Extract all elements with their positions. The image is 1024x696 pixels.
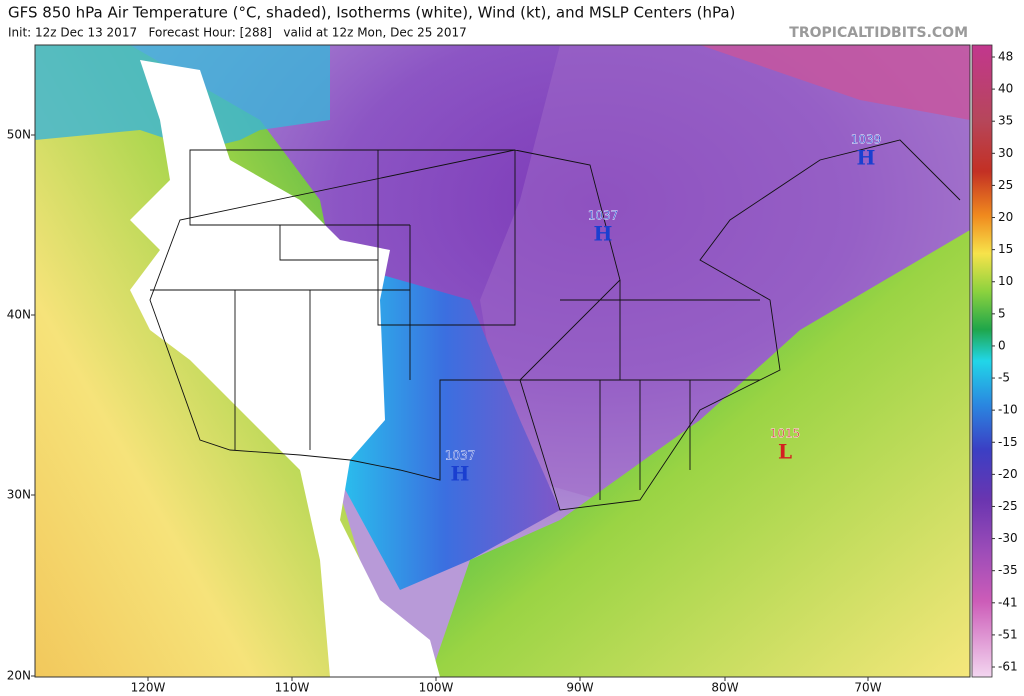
- pressure-symbol: L: [778, 440, 792, 464]
- colorbar-label: -51: [998, 627, 1018, 641]
- colorbar-label: 40: [998, 82, 1013, 96]
- colorbar-label: -30: [998, 531, 1018, 545]
- subtitle: Init: 12z Dec 13 2017 Forecast Hour: [28…: [8, 26, 467, 40]
- colorbar-label: 30: [998, 146, 1013, 160]
- colorbar-label: -10: [998, 403, 1018, 417]
- pressure-symbol: H: [451, 462, 470, 486]
- colorbar-label: 15: [998, 242, 1013, 256]
- colorbar-label: -15: [998, 435, 1018, 449]
- pressure-value: 1037: [445, 449, 476, 463]
- title: GFS 850 hPa Air Temperature (°C, shaded)…: [8, 4, 735, 22]
- colorbar-label: 35: [998, 114, 1013, 128]
- lat-label: 30N: [7, 488, 31, 502]
- colorbar-label: -20: [998, 467, 1018, 481]
- colorbar-label: 0: [998, 338, 1006, 352]
- lat-label: 50N: [7, 128, 31, 142]
- lon-label: 100W: [419, 681, 454, 695]
- lon-label: 70W: [854, 681, 881, 695]
- pressure-symbol: H: [857, 146, 876, 170]
- colorbar-label: 25: [998, 178, 1013, 192]
- colorbar-label: -5: [998, 371, 1010, 385]
- colorbar-label: 20: [998, 210, 1013, 224]
- colorbar-label: -25: [998, 499, 1018, 513]
- lon-label: 80W: [711, 681, 738, 695]
- colorbar-label: 10: [998, 274, 1013, 288]
- lat-label: 40N: [7, 308, 31, 322]
- source: TROPICALTIDBITS.COM: [789, 25, 968, 41]
- pressure-value: 1015: [770, 427, 801, 441]
- lat-label: 20N: [7, 669, 31, 683]
- lon-label: 120W: [131, 681, 166, 695]
- colorbar-label: 48: [998, 50, 1013, 64]
- lon-label: 90W: [566, 681, 593, 695]
- colorbar-label: -61: [998, 660, 1018, 674]
- colorbar: [971, 44, 993, 678]
- pressure-value: 1039: [851, 133, 882, 147]
- colorbar-label: -41: [998, 595, 1018, 609]
- pressure-value: 1037: [588, 209, 619, 223]
- colorbar-label: 5: [998, 306, 1006, 320]
- lon-label: 110W: [275, 681, 310, 695]
- colorbar-label: -35: [998, 563, 1018, 577]
- map: [34, 44, 971, 678]
- pressure-symbol: H: [594, 222, 613, 246]
